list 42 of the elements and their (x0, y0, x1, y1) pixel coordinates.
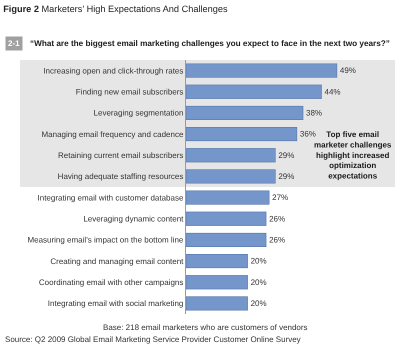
y-tick-label: Integrating email with customer database (38, 193, 184, 202)
data-label: 27% (272, 193, 288, 202)
y-tick-label: Creating and managing email content (50, 256, 184, 266)
band-label: Top five email marketer challenges highlight increased optimization expectations (314, 130, 392, 181)
chart-subtitle: “What are the biggest email marketing challenges you expect to face in the next two years?” (30, 39, 390, 48)
data-label: 36% (300, 130, 316, 139)
bar (186, 84, 322, 99)
bar (186, 106, 304, 120)
y-tick-label: Managing email frequency and cadence (42, 130, 184, 139)
data-label: 26% (269, 214, 286, 224)
data-label: 26% (269, 235, 286, 244)
y-tick-label: Measuring email’s impact on the bottom line (27, 236, 184, 245)
y-tick-label: Retaining current email subscribers (58, 151, 184, 160)
bar (186, 148, 276, 162)
data-label: 38% (306, 108, 322, 118)
bar (186, 275, 248, 290)
bar (186, 169, 276, 184)
y-tick-label: Leveraging segmentation (94, 108, 184, 118)
bar (186, 232, 266, 247)
data-label: 29% (278, 150, 294, 160)
data-label: 49% (340, 66, 356, 76)
y-tick-label: Coordinating email with other campaigns (38, 278, 184, 288)
data-label: 20% (250, 256, 267, 266)
chart-title: Figure 2 Marketers’ High Expectations And Challenges (3, 4, 228, 14)
bar (186, 254, 248, 268)
y-tick-label: Increasing open and click-through rates (43, 66, 184, 76)
bar (186, 127, 298, 142)
text: 2-1 (8, 39, 20, 48)
text: Base: 218 email marketers who are customers of vendors (103, 323, 308, 332)
bar (186, 190, 270, 205)
y-tick-label: Having adequate staffing resources (58, 172, 184, 182)
data-label: 44% (324, 87, 341, 96)
y-tick-label: Leveraging dynamic content (83, 214, 184, 224)
bar (186, 212, 266, 226)
data-label: 20% (250, 278, 267, 287)
source-note: Source: Q2 2009 Global Email Marketing Service Provider Customer Online Survey (5, 335, 301, 344)
data-label: 20% (250, 298, 267, 308)
bar (186, 64, 338, 78)
data-label: 29% (278, 172, 294, 181)
y-tick-label: Integrating email with social marketing (48, 299, 184, 308)
bar (186, 296, 248, 310)
y-tick-label: Finding new email subscribers (76, 88, 184, 97)
